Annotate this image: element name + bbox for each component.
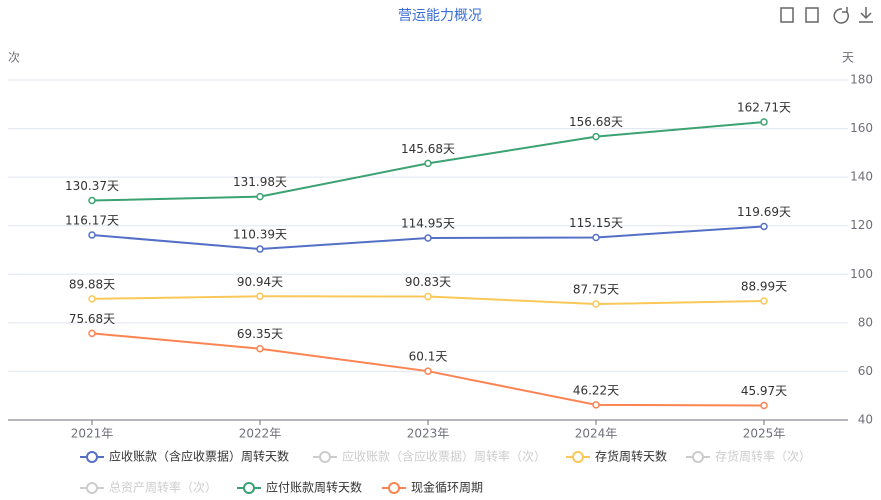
toolbox-data-view[interactable] <box>780 7 794 23</box>
legend-item[interactable]: 应付账款周转天数 <box>237 480 362 495</box>
data-point <box>592 401 600 409</box>
y2-tick-label: 40 <box>858 413 873 427</box>
data-label: 130.37天 <box>65 179 119 193</box>
y2-tick-label: 120 <box>850 218 873 232</box>
legend-label: 存货周转率（次） <box>715 449 811 464</box>
data-point <box>592 300 600 308</box>
legend-item[interactable]: 存货周转天数 <box>566 449 667 464</box>
data-label: 114.95天 <box>401 216 455 230</box>
data-label: 60.1天 <box>409 350 448 364</box>
data-label: 156.68天 <box>569 115 623 129</box>
data-label: 119.69天 <box>737 205 791 219</box>
data-point <box>760 401 768 410</box>
data-label: 89.88天 <box>69 277 115 291</box>
legend-icon <box>86 482 98 494</box>
legend-icon <box>692 451 704 463</box>
data-point <box>88 231 96 239</box>
data-label: 75.68天 <box>69 312 115 326</box>
data-label: 116.17天 <box>65 214 119 228</box>
data-label: 46.22天 <box>573 383 619 397</box>
legend-item[interactable]: 应收账款（含应收票据）周转率（次） <box>313 449 546 464</box>
data-label: 115.15天 <box>569 216 623 230</box>
data-point <box>760 297 768 305</box>
legend-icon <box>572 451 584 463</box>
data-point <box>88 295 96 303</box>
data-point <box>256 344 264 353</box>
y-axis-name: 次 <box>8 51 20 65</box>
legend-item[interactable]: 总资产周转率（次） <box>80 480 217 495</box>
y2-tick-label: 160 <box>850 121 873 135</box>
data-label: 145.68天 <box>401 142 455 156</box>
x-tick-label: 2025年 <box>743 427 786 441</box>
y2-tick-label: 60 <box>858 364 873 378</box>
data-label: 90.83天 <box>405 275 451 289</box>
legend-item[interactable]: 应收账款（含应收票据）周转天数 <box>80 449 289 464</box>
y2-tick-label: 100 <box>850 267 873 281</box>
data-point <box>88 329 96 338</box>
data-point <box>256 192 264 201</box>
x-tick-label: 2021年 <box>71 427 114 441</box>
toolbox-save[interactable] <box>859 7 873 23</box>
y2-tick-label: 80 <box>858 315 873 329</box>
legend-label: 现金循环周期 <box>411 480 483 495</box>
y2-axis-name: 天 <box>842 51 854 65</box>
y2-tick-label: 180 <box>850 73 873 87</box>
toolbox-restore[interactable] <box>833 7 849 24</box>
legend-item[interactable]: 现金循环周期 <box>382 480 483 495</box>
data-point <box>760 222 768 231</box>
y2-tick-label: 140 <box>850 170 873 184</box>
data-point <box>424 159 432 168</box>
data-point <box>424 234 432 242</box>
legend-label: 总资产周转率（次） <box>109 480 217 495</box>
legend-icon <box>86 451 98 463</box>
data-label: 90.94天 <box>237 275 283 289</box>
legend-icon <box>243 482 255 494</box>
data-label: 45.97天 <box>741 384 787 398</box>
legend-label: 应付账款周转天数 <box>266 480 362 495</box>
data-label: 162.71天 <box>737 100 791 114</box>
data-label: 110.39天 <box>233 228 287 242</box>
data-point <box>760 118 768 126</box>
data-label: 88.99天 <box>741 280 787 294</box>
legend-label: 存货周转天数 <box>595 449 667 464</box>
x-tick-label: 2024年 <box>575 427 618 441</box>
data-point <box>592 233 600 242</box>
x-tick-label: 2023年 <box>407 427 450 441</box>
data-point <box>424 367 432 375</box>
data-label: 131.98天 <box>233 175 287 189</box>
chart-title: 营运能力概况 <box>398 8 482 24</box>
legend-icon <box>319 451 331 463</box>
toolbox[interactable] <box>780 7 873 24</box>
data-point <box>88 196 96 205</box>
data-point <box>592 132 600 141</box>
data-label: 69.35天 <box>237 327 283 341</box>
legend-item[interactable]: 存货周转率（次） <box>686 449 811 464</box>
toolbox-zoom[interactable] <box>805 7 819 23</box>
data-point <box>256 245 264 253</box>
legend-icon <box>388 482 400 494</box>
legend-label: 应收账款（含应收票据）周转率（次） <box>342 449 546 464</box>
legend-label: 应收账款（含应收票据）周转天数 <box>109 449 289 464</box>
data-label: 87.75天 <box>573 283 619 297</box>
data-point <box>424 292 432 301</box>
x-tick-label: 2022年 <box>239 427 282 441</box>
data-point <box>256 292 264 301</box>
